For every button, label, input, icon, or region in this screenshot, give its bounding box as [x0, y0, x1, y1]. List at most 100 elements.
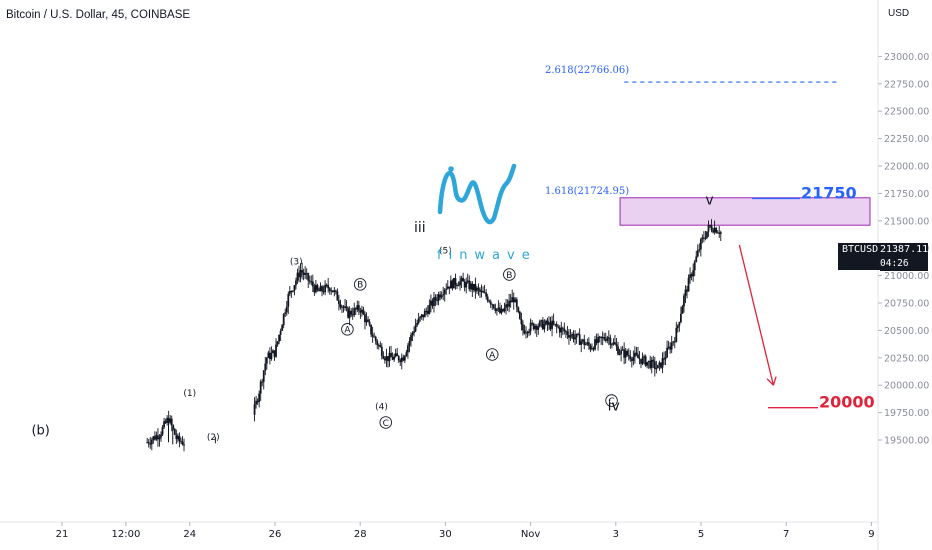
candle-body [330, 290, 333, 292]
candle-body [160, 434, 162, 438]
x-tick-label: 5 [698, 529, 704, 540]
candle-body [425, 310, 428, 312]
candle-body [560, 327, 563, 333]
candle-body [526, 332, 529, 334]
candle-body [463, 281, 466, 288]
candle-body [716, 232, 719, 234]
y-tick-label: 19500.00 [884, 436, 929, 447]
candle-body [667, 346, 670, 348]
candle-body [499, 307, 501, 313]
candle-body [433, 297, 435, 306]
candle-body [715, 228, 718, 233]
candle-body [675, 328, 678, 343]
candle-body [175, 434, 178, 440]
logo-text: finwave [437, 248, 537, 263]
candle-body [155, 435, 158, 440]
candle-body [486, 296, 489, 301]
candle-body [382, 356, 385, 359]
candle-body [374, 336, 377, 341]
candle-body [147, 442, 150, 444]
candle-body [361, 309, 363, 313]
y-tick-label: 20250.00 [884, 353, 929, 364]
candle-body [462, 278, 465, 282]
candle-body [643, 356, 645, 358]
candle-body [255, 400, 257, 405]
candle-body [595, 339, 598, 344]
candle-body [385, 356, 388, 361]
candle-body [282, 313, 285, 326]
candle-body [600, 336, 603, 339]
candle-body [598, 336, 601, 338]
candle-body [610, 344, 613, 346]
candle-body [410, 335, 412, 342]
fib-levels: 2.618(22766.06) 1.618(21724.95) [545, 65, 838, 197]
y-tick-label: 19750.00 [884, 408, 929, 419]
candle-body [641, 357, 644, 364]
x-tick-label: 3 [613, 529, 619, 540]
candle-body [632, 356, 635, 361]
candle-body [713, 228, 716, 233]
candle-body [506, 304, 509, 307]
candle-body [256, 400, 259, 403]
candle-body [564, 331, 567, 333]
candle-body [316, 285, 319, 291]
candle-body [397, 356, 400, 361]
candle-body [334, 290, 337, 292]
candle-body [264, 363, 267, 371]
candle-body [270, 353, 273, 360]
logo-dot [448, 166, 454, 172]
time-axis[interactable]: 21 12:00 24 26 28 30 Nov 3 5 7 9 [0, 521, 878, 540]
chart-title: Bitcoin / U.S. Dollar, 45, COINBASE [6, 9, 191, 21]
candle-body [482, 290, 484, 293]
candle-body [495, 308, 498, 311]
candle-body [347, 308, 350, 318]
wave-circle [486, 348, 499, 361]
candle-body [637, 354, 639, 359]
candle-body [597, 336, 599, 344]
candle-body [538, 321, 541, 327]
candle-body [532, 323, 535, 330]
candle-body [405, 352, 408, 357]
candle-body [531, 322, 534, 324]
candle-body [181, 441, 184, 445]
candle-body [589, 345, 592, 350]
candle-body [365, 319, 368, 323]
candle-body [402, 357, 405, 361]
arrow-head [766, 378, 774, 386]
candle-body [314, 285, 317, 293]
candle-body [348, 310, 351, 318]
candle-body [669, 346, 672, 350]
candle-body [163, 421, 165, 428]
candle-body [571, 334, 573, 336]
candle-body [285, 306, 288, 313]
candle-body [537, 326, 540, 330]
candle-body [456, 284, 458, 286]
candle-body [276, 341, 279, 345]
candle-body [408, 341, 411, 346]
candle-body [291, 290, 294, 292]
candle-body [663, 358, 665, 360]
candle-body [344, 306, 346, 308]
target-zone [619, 197, 871, 226]
candle-body [574, 337, 576, 340]
candle-body [525, 332, 527, 334]
candle-body [706, 231, 708, 238]
finwave-wave-icon [437, 163, 517, 225]
arrow-shaft [738, 244, 775, 386]
candle-body [612, 342, 615, 345]
candle-body [664, 357, 667, 360]
candle-body [176, 435, 179, 440]
candle-body [172, 425, 175, 429]
wave-label: (b) [31, 424, 49, 439]
candle-body [623, 349, 626, 358]
candle-body [684, 289, 687, 296]
price-axis[interactable]: 23000.00 22750.00 22500.00 22250.00 22000.00… [877, 0, 929, 550]
candle-body [287, 294, 290, 307]
wave-circle [341, 323, 354, 336]
candle-body [545, 320, 547, 325]
candle-body [354, 308, 357, 310]
wave-label: v [705, 192, 713, 208]
candle-body [652, 359, 655, 362]
candle-body [472, 283, 475, 290]
